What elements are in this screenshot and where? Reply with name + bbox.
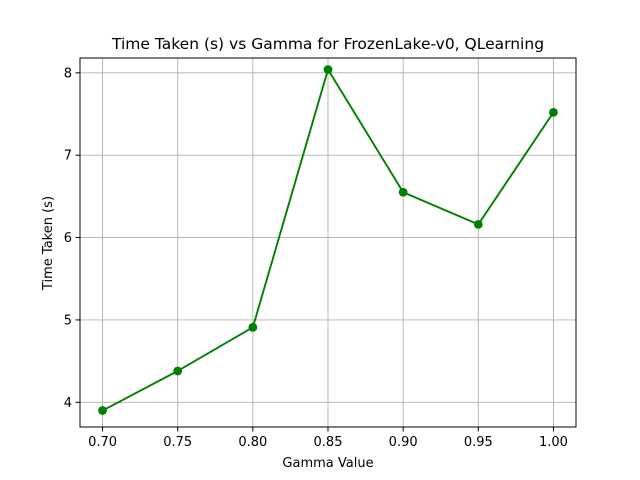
x-tick-label: 0.85: [314, 435, 343, 450]
x-axis-label: Gamma Value: [282, 456, 373, 471]
x-tick-label: 0.80: [238, 435, 267, 450]
data-point: [398, 187, 408, 197]
y-tick-label: 4: [64, 396, 72, 411]
data-point: [173, 366, 183, 376]
data-point: [473, 219, 483, 229]
ticks: 0.70 0.75 0.80 0.85 0.90 0.95 1.00 4 5 6 7 8: [64, 66, 568, 450]
data-point: [98, 406, 107, 415]
x-tick-label: 0.90: [389, 435, 418, 450]
data-point: [549, 107, 558, 117]
y-tick-label: 6: [64, 231, 72, 246]
x-tick-label: 0.75: [163, 435, 192, 450]
x-tick-label: 0.95: [464, 435, 493, 450]
y-axis-label: Time Taken (s): [41, 196, 56, 291]
x-tick-label: 0.70: [88, 435, 117, 450]
data-point: [248, 322, 258, 332]
chart-title: Time Taken (s) vs Gamma for FrozenLake-v…: [111, 35, 544, 53]
series-group: [98, 65, 558, 415]
y-tick-label: 5: [64, 313, 72, 328]
x-tick-label: 1.00: [539, 435, 568, 450]
y-tick-label: 8: [64, 66, 72, 81]
y-tick-label: 7: [64, 149, 72, 164]
grid: [80, 58, 576, 427]
data-point: [323, 65, 333, 74]
